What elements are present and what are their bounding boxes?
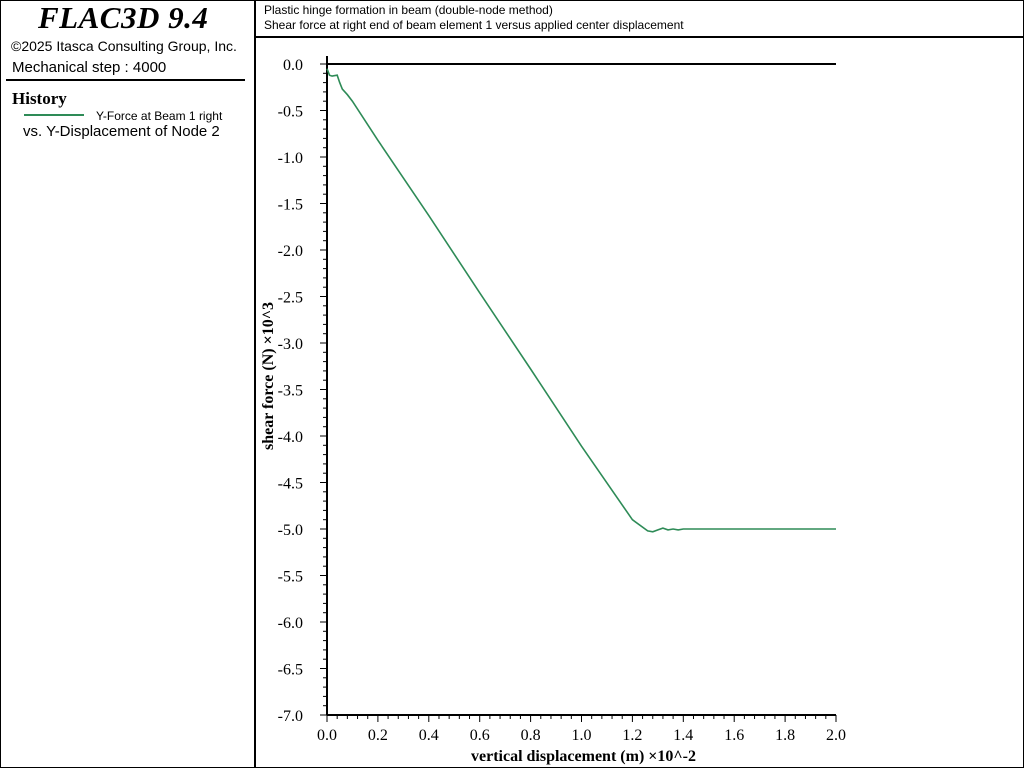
x-tick-label: 2.0 [826,727,846,744]
y-tick-label: -5.5 [278,569,303,586]
y-tick-label: -2.5 [278,290,303,307]
chart-header: Plastic hinge formation in beam (double-… [256,0,1024,38]
y-tick-label: -4.5 [278,476,303,493]
x-tick-label: 1.4 [673,727,693,744]
panel-divider [6,79,245,81]
chart-series [326,63,836,533]
app-title: FLAC3D 9.4 [38,0,209,35]
x-tick-label: 0.8 [521,727,541,744]
y-tick-label: -5.0 [278,522,303,539]
x-tick-label: 0.2 [368,727,388,744]
y-tick-label: -3.0 [278,336,303,353]
chart-title: Plastic hinge formation in beam (double-… [264,3,553,17]
y-tick-label: -1.5 [278,197,303,214]
y-axis-title: shear force (N) ×10^3 [260,302,277,450]
x-tick-label: 1.6 [724,727,744,744]
x-tick-label: 0.4 [419,727,439,744]
legend-panel: FLAC3D 9.4 ©2025 Itasca Consulting Group… [0,0,256,768]
y-tick-label: -0.5 [278,104,303,121]
y-tick-label: -2.0 [278,243,303,260]
y-tick-label: -4.0 [278,429,303,446]
chart-subtitle: Shear force at right end of beam element… [264,18,684,32]
y-tick-label: -7.0 [278,708,303,725]
x-tick-label: 0.0 [317,727,337,744]
y-tick-label: -3.5 [278,383,303,400]
mechanical-step: Mechanical step : 4000 [12,59,167,76]
legend-vs-label: vs. Y-Displacement of Node 2 [23,123,220,140]
history-heading: History [12,89,67,108]
x-tick-label: 0.6 [470,727,490,744]
x-tick-label: 1.2 [622,727,642,744]
y-tick-label: 0.0 [283,57,303,74]
y-tick-label: -6.0 [278,615,303,632]
series-line-shear-force [326,68,836,533]
x-axis-title: vertical displacement (m) ×10^-2 [471,748,696,765]
legend-swatch [24,114,84,116]
copyright-text: ©2025 Itasca Consulting Group, Inc. [11,38,237,54]
y-tick-label: -1.0 [278,150,303,167]
legend-label: Y-Force at Beam 1 right [96,109,223,123]
chart-labels: 0.0 -0.5 -1.0 -1.5 -2.0 -2.5 -3.0 -3.5 -4.0 -4.5 -… [260,57,846,765]
x-tick-label: 1.0 [572,727,592,744]
chart-axes [320,56,837,722]
y-tick-label: -6.5 [278,662,303,679]
x-tick-label: 1.8 [775,727,795,744]
